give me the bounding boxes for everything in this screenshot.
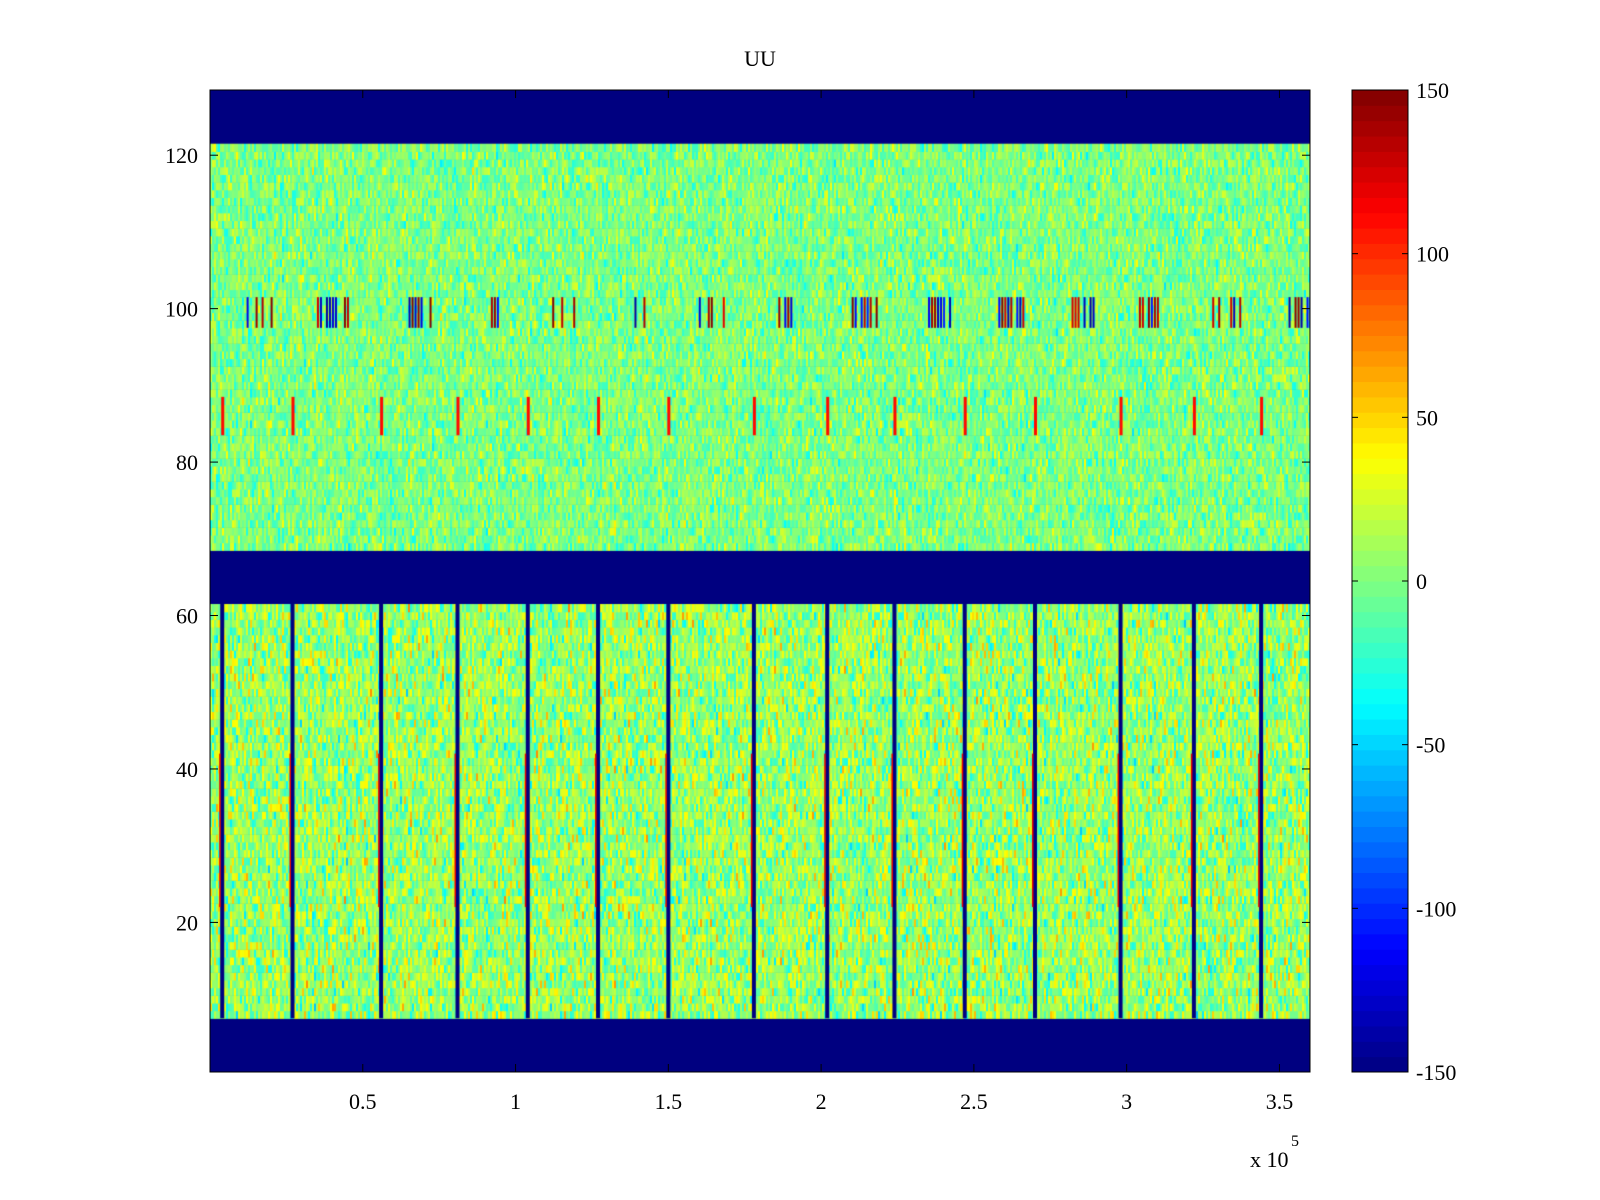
colorbar-step [1352,780,1408,797]
x-tick-label: 3.5 [1266,1089,1294,1114]
colorbar-step [1352,1041,1408,1058]
colorbar-step [1352,1010,1408,1027]
colorbar-axis: -150 -100 -50 0 50 100 150 [1352,78,1456,1085]
colorbar-step [1352,995,1408,1012]
colorbar-step [1352,811,1408,827]
colorbar-step [1352,596,1408,613]
colorbar-step [1352,197,1408,214]
x-tick-label: 1.5 [655,1089,683,1114]
colorbar-step [1352,412,1408,429]
colorbar-step [1352,933,1408,950]
colorbar-step [1352,504,1408,521]
colorbar-step [1352,565,1408,582]
colorbar-step [1352,841,1408,858]
heatmap-layer [210,90,1310,1072]
colorbar-step [1352,826,1408,843]
colorbar-step [1352,212,1408,229]
colorbar-step [1352,320,1408,336]
plot-frame [209,89,1311,1073]
colorbar-step [1352,611,1408,628]
colorbar-tick-label: -50 [1416,733,1445,758]
colorbar-step [1352,765,1408,781]
x-multiplier-exponent: 5 [1291,1133,1299,1150]
colorbar-step [1352,442,1408,459]
colorbar-step [1352,550,1408,567]
x-tick-label: 2 [816,1089,827,1114]
colorbar-step [1352,304,1408,321]
colorbar-step [1352,872,1408,889]
colorbar-tick-label: 0 [1416,569,1427,594]
colorbar-step [1352,734,1408,751]
colorbar-tick-label: 150 [1416,78,1449,103]
colorbar-step [1352,857,1408,874]
colorbar-step [1352,166,1408,183]
colorbar-step [1352,105,1408,122]
y-tick-label: 100 [165,297,198,322]
colorbar-step [1352,949,1408,966]
colorbar-tick-label: -100 [1416,896,1456,921]
colorbar-tick-label: 100 [1416,242,1449,267]
colorbar-step [1352,90,1408,106]
colorbar-step [1352,519,1408,536]
colorbar-tick-label: -150 [1416,1060,1456,1085]
x-multiplier: x 10 [1250,1147,1289,1172]
x-tick-label: 2.5 [960,1089,988,1114]
colorbar-step [1352,749,1408,766]
colorbar [1352,90,1408,1073]
x-tick-label: 0.5 [349,1089,377,1114]
colorbar-step [1352,366,1408,383]
colorbar-step [1352,182,1408,198]
colorbar-step [1352,534,1408,551]
colorbar-step [1352,151,1408,168]
colorbar-step [1352,258,1408,275]
colorbar-step [1352,350,1408,367]
colorbar-step [1352,289,1408,306]
colorbar-step [1352,673,1408,689]
colorbar-step [1352,274,1408,290]
colorbar-step [1352,1025,1408,1042]
colorbar-step [1352,964,1408,981]
colorbar-step [1352,719,1408,735]
y-tick-label: 80 [176,450,198,475]
colorbar-step [1352,381,1408,398]
y-tick-label: 120 [165,143,198,168]
colorbar-step [1352,228,1408,244]
colorbar-step [1352,795,1408,812]
x-axis: 0.5 1 1.5 2 2.5 3 3.5 [349,90,1293,1114]
heatmap-image [210,90,1310,1072]
colorbar-step [1352,703,1408,720]
y-tick-label: 40 [176,757,198,782]
chart-title: UU [744,46,776,71]
colorbar-step [1352,458,1408,475]
colorbar-step [1352,427,1408,444]
colorbar-step [1352,473,1408,490]
x-tick-label: 1 [510,1089,521,1114]
colorbar-step [1352,120,1408,137]
colorbar-step [1352,396,1408,413]
colorbar-step [1352,581,1408,597]
colorbar-step [1352,243,1408,260]
colorbar-step [1352,136,1408,152]
colorbar-step [1352,887,1408,904]
x-tick-label: 3 [1121,1089,1132,1114]
colorbar-step [1352,488,1408,505]
colorbar-step [1352,918,1408,935]
y-tick-label: 60 [176,604,198,629]
colorbar-tick-label: 50 [1416,405,1438,430]
y-tick-label: 20 [176,910,198,935]
colorbar-step [1352,657,1408,674]
colorbar-step [1352,642,1408,659]
x-multiplier-base: x 10 [1250,1147,1289,1172]
colorbar-step [1352,688,1408,705]
y-axis: 20 40 60 80 100 120 [165,143,1310,935]
colorbar-step [1352,1056,1408,1073]
colorbar-step [1352,903,1408,920]
colorbar-step [1352,335,1408,352]
colorbar-step [1352,627,1408,643]
colorbar-step [1352,979,1408,996]
